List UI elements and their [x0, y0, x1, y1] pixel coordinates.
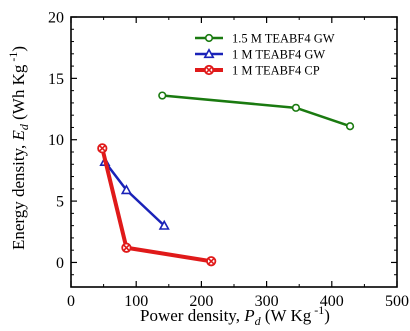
marker-cross-b	[207, 257, 215, 265]
data-point	[158, 91, 167, 100]
series-2	[99, 155, 170, 230]
legend-item: 1 M TEABF4 GW	[195, 48, 325, 62]
marker-cross-b	[98, 144, 106, 152]
data-point	[120, 184, 132, 195]
legend-label: 1.5 M TEABF4 GW	[232, 32, 335, 46]
y-tick-label: 0	[56, 255, 64, 272]
marker-cross-b	[123, 244, 130, 252]
data-point	[345, 122, 355, 131]
data-point	[206, 256, 217, 267]
legend-marker	[203, 64, 215, 76]
x-tick-label: 200	[189, 293, 213, 310]
x-axis-label: Power density, Pd (W Kg -1)	[140, 303, 330, 328]
legend-label: 1 M TEABF4 CP	[232, 64, 320, 78]
legend-marker	[204, 33, 214, 43]
data-point	[97, 143, 108, 154]
x-tick-label: 100	[124, 293, 148, 310]
x-tick-label: 300	[255, 293, 279, 310]
y-tick-label: 5	[56, 194, 64, 211]
legend-item: 1 M TEABF4 CP	[195, 64, 320, 78]
legend: 1.5 M TEABF4 GW 1 M TEABF4 GW 1 M TEABF4 C…	[195, 32, 335, 78]
legend-marker	[203, 48, 215, 59]
data-point	[121, 242, 132, 253]
series-3	[97, 143, 217, 267]
legend-item: 1.5 M TEABF4 GW	[195, 32, 335, 46]
series-line	[161, 94, 352, 128]
series-1	[158, 91, 355, 131]
x-tick-label: 0	[67, 293, 75, 310]
marker-cross-b	[205, 66, 213, 74]
data-point	[291, 103, 301, 112]
x-tick-label: 500	[385, 293, 409, 310]
series-line	[100, 146, 214, 264]
data-point	[158, 219, 170, 230]
y-tick-label: 15	[48, 71, 64, 88]
x-tick-label: 400	[320, 293, 344, 310]
y-axis-label: Energy density, Ed (Wh Kg -1)	[6, 46, 31, 250]
y-tick-label: 10	[48, 132, 64, 149]
legend-label: 1 M TEABF4 GW	[232, 48, 325, 62]
y-tick-label: 20	[48, 10, 64, 27]
